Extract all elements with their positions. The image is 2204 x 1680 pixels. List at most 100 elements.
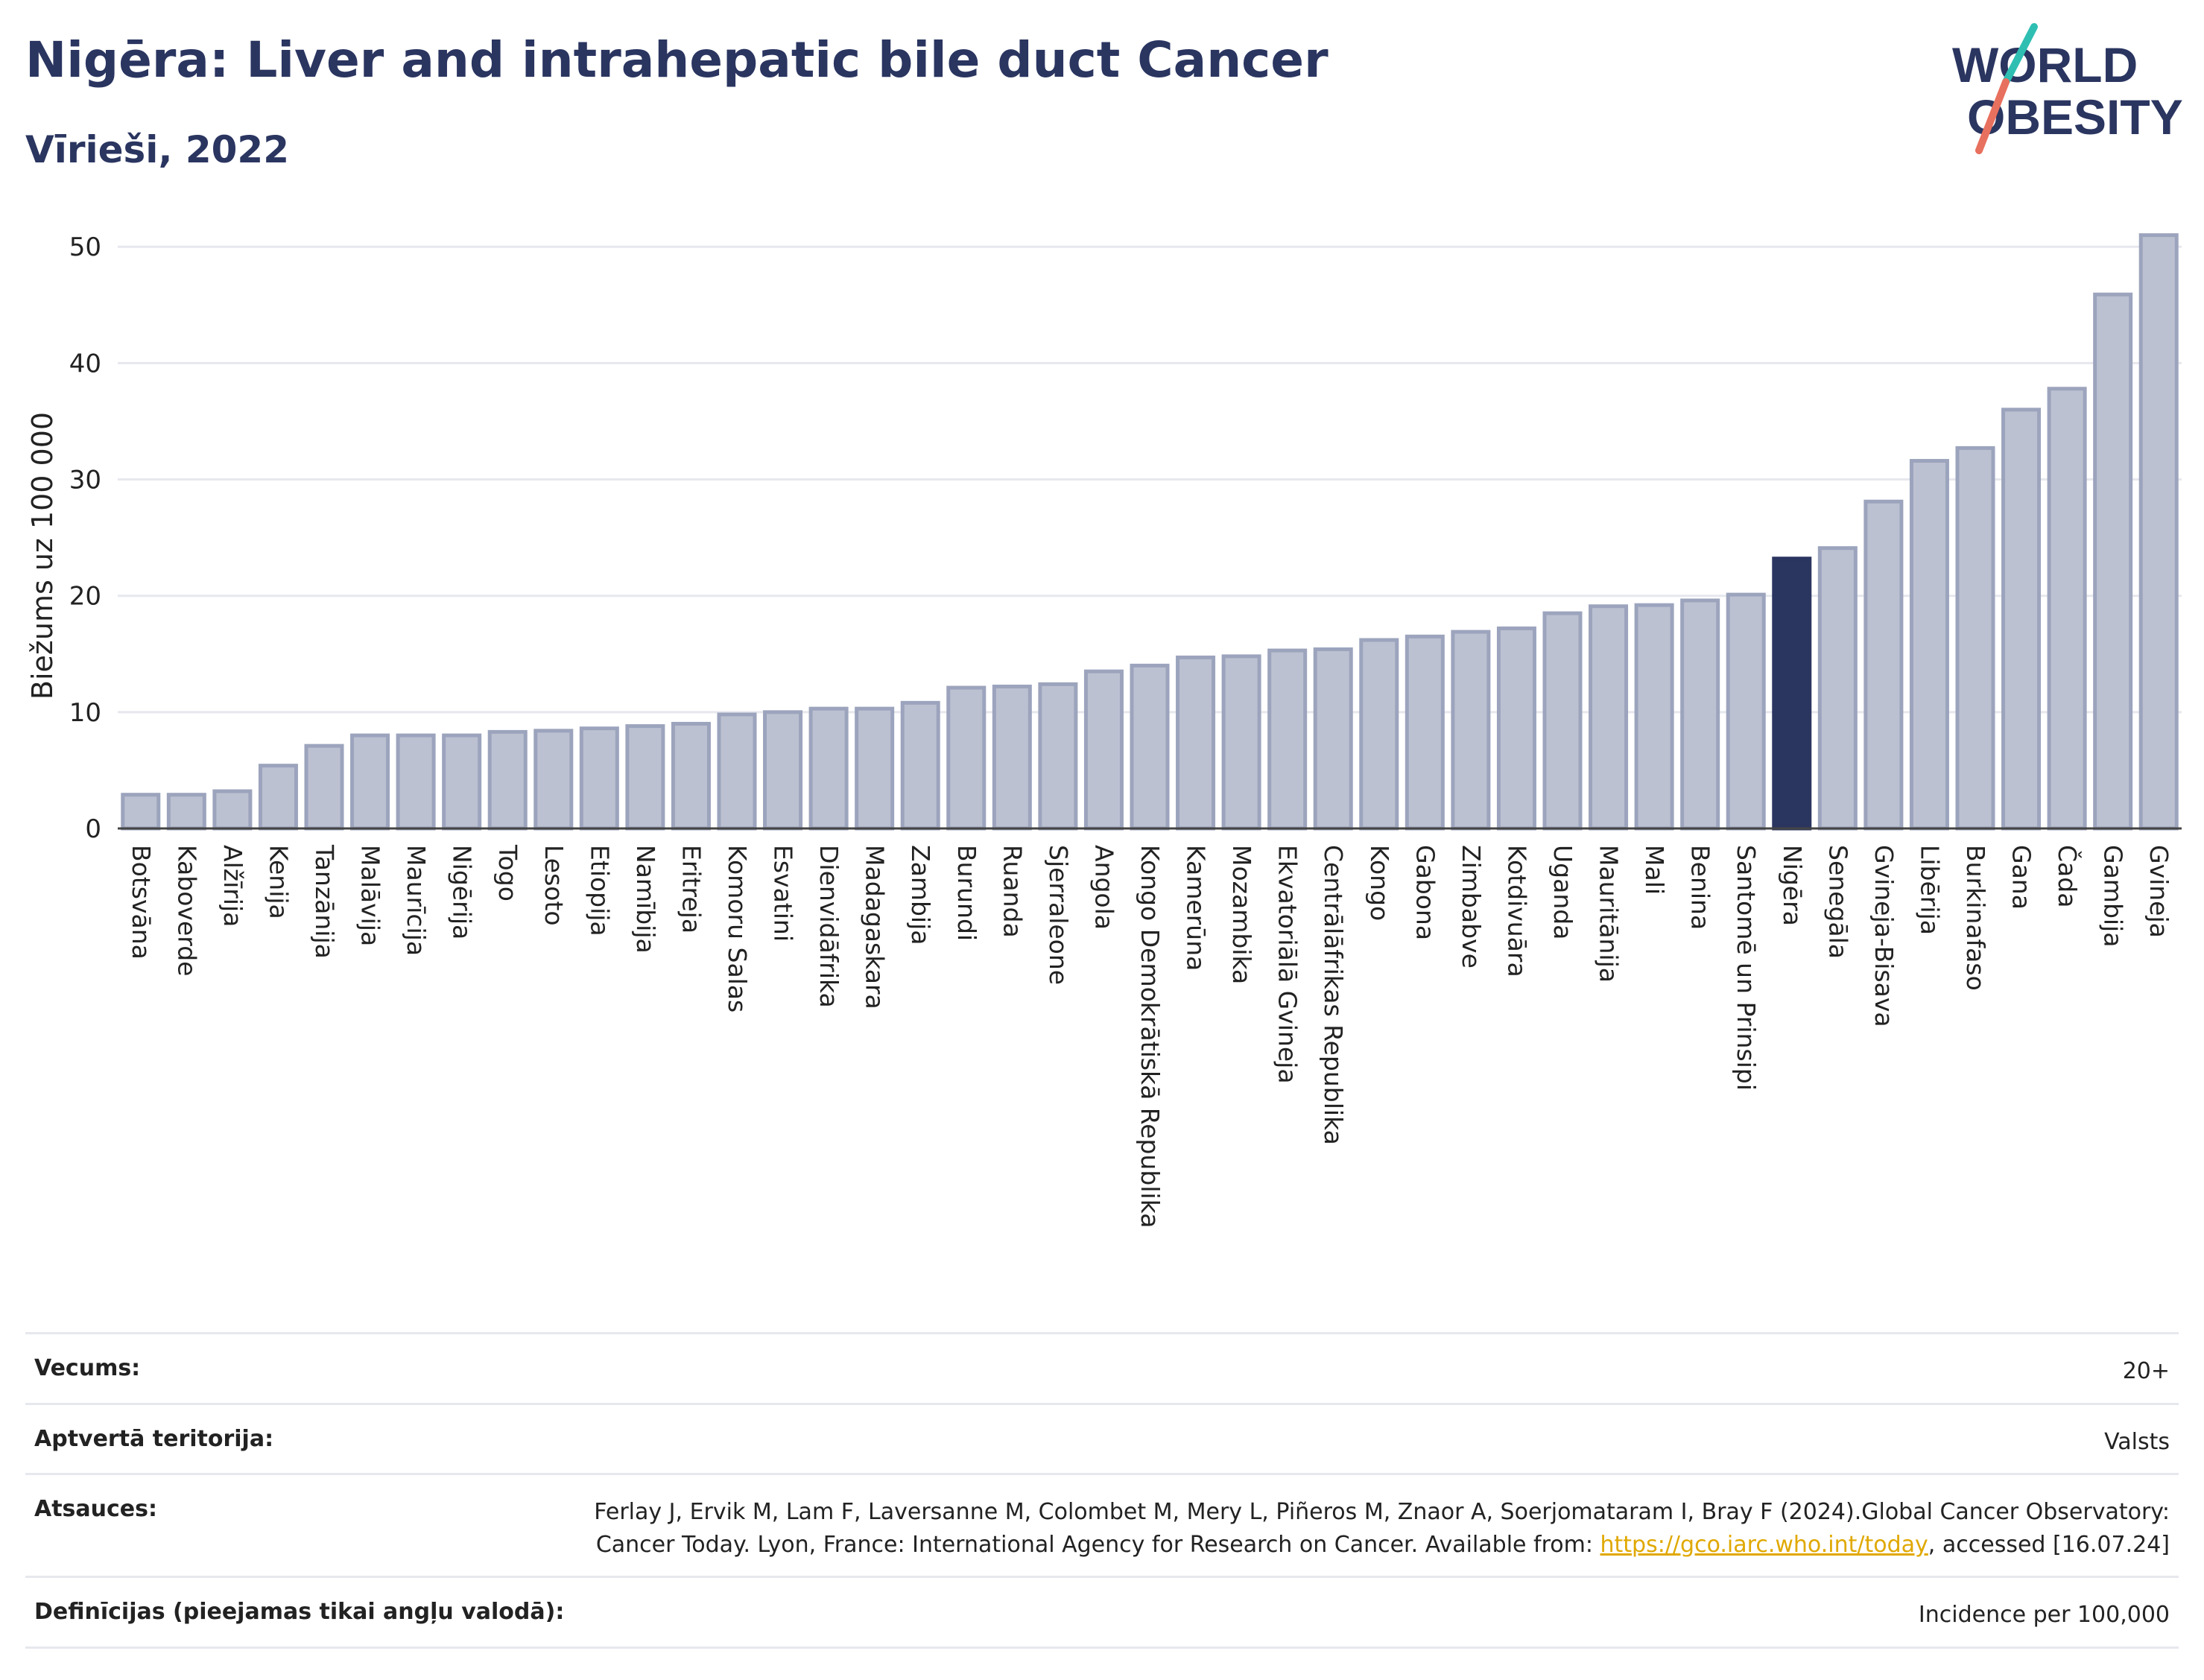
bar (2001, 408, 2042, 831)
bar-chart: 0 10 20 30 40 50 Biežums uz 100 000 Botsvāna Kab… (26, 232, 2182, 1228)
bar (900, 700, 940, 831)
x-tick-label: Mali (1640, 845, 1669, 895)
y-tick-label: 50 (69, 232, 101, 262)
bar (1909, 459, 1949, 831)
x-tick-label: Namībija (631, 845, 660, 954)
x-tick-label: Mozambika (1227, 845, 1256, 984)
x-tick-label: Mauritānija (1595, 845, 1624, 983)
meta-row-definitions: Definīcijas (pieejamas tikai angļu valod… (25, 1576, 2179, 1649)
bar (1863, 499, 1904, 831)
bar (487, 729, 528, 831)
y-axis-label: Biežums uz 100 000 (26, 412, 59, 700)
x-tick-label: Zambija (906, 845, 935, 945)
x-tick-label: Dienvidāfrika (814, 845, 843, 1008)
meta-label: Definīcijas (pieejamas tikai angļu valod… (34, 1599, 565, 1625)
reference-accessed: , accessed [16.07.24] (1928, 1531, 2170, 1558)
x-tick-label: Santomē un Prinsipi (1732, 845, 1761, 1091)
x-tick-label: Maurīcija (402, 845, 431, 956)
x-tick-label: Eritreja (677, 845, 706, 933)
bar (396, 733, 436, 831)
bar (533, 729, 574, 831)
x-tick-label: Malāvija (356, 845, 385, 946)
y-tick-label: 40 (69, 349, 101, 378)
bar (1130, 663, 1170, 831)
meta-label: Vecums: (34, 1355, 141, 1381)
x-tick-label: Kotdivuāra (1502, 845, 1531, 977)
bar (992, 684, 1032, 831)
meta-value: Ferlay J, Ervik M, Lam F, Laversanne M, … (531, 1496, 2170, 1561)
bar (1038, 682, 1078, 831)
x-tick-label: Nigēra (1778, 845, 1807, 926)
bar (1083, 669, 1124, 831)
bar (855, 706, 895, 831)
x-tick-label: Libērija (1915, 845, 1944, 935)
x-tick-label: Lesoto (539, 845, 569, 926)
x-tick-label: Gvineja-Bisava (1869, 845, 1899, 1027)
bar (212, 789, 253, 831)
bar (1221, 654, 1261, 831)
meta-label: Aptvertā teritorija: (34, 1425, 274, 1452)
x-tick-label: Gana (2007, 845, 2036, 910)
bar (1772, 557, 1812, 831)
logo-line-1: WORLD (1952, 37, 2138, 92)
bar (1589, 604, 1629, 831)
bar (2047, 387, 2087, 831)
bar (808, 706, 849, 831)
y-tick-label: 10 (69, 698, 101, 728)
x-tick-label: Gambija (2099, 845, 2128, 947)
bar (579, 726, 619, 831)
bar (166, 793, 206, 831)
reference-link[interactable]: https://gco.iarc.who.int/today (1600, 1531, 1928, 1558)
bar (442, 733, 482, 831)
bar (717, 712, 757, 831)
x-tick-label: Etiopija (585, 845, 614, 936)
bar (258, 764, 298, 831)
x-tick-label: Tanzānija (310, 844, 339, 959)
y-tick-label: 30 (69, 466, 101, 495)
x-tick-label: Sjerraleone (1044, 845, 1073, 985)
x-tick-label: Kongo (1365, 845, 1394, 921)
x-tick-label: Gabona (1410, 845, 1440, 940)
bar (2138, 233, 2179, 831)
bar (1451, 630, 1491, 831)
bar (1267, 648, 1308, 831)
bar (1359, 638, 1399, 831)
bar (1726, 592, 1766, 831)
y-tick-label: 20 (69, 582, 101, 612)
x-tick-label: Burundi (952, 845, 981, 941)
bar (121, 793, 161, 831)
chart-subtitle: Vīrieši, 2022 (25, 128, 290, 171)
bar (763, 710, 803, 831)
x-tick-label: Ruanda (998, 845, 1027, 938)
y-tick-label: 0 (85, 814, 101, 844)
x-tick-label: Esvatini (769, 845, 798, 942)
bar (625, 724, 665, 831)
bar (2093, 292, 2133, 831)
x-tick-label: Burkinafaso (1961, 845, 1990, 991)
x-tick-label: Nigērija (448, 845, 477, 939)
x-tick-label: Kenija (264, 845, 293, 919)
x-tick-label: Centrālāfrikas Republika (1319, 845, 1348, 1145)
meta-value: Incidence per 100,000 (1918, 1602, 2170, 1628)
x-tick-label: Togo (493, 844, 522, 901)
x-tick-label: Angola (1089, 845, 1118, 930)
bar (1313, 647, 1353, 831)
bar (1817, 546, 1858, 831)
meta-label: Atsauces: (34, 1496, 157, 1522)
x-tick-label: Gvineja (2144, 845, 2173, 938)
bar (1680, 598, 1720, 831)
bar (671, 721, 711, 831)
x-tick-label: Ekvatoriālā Gvineja (1273, 845, 1302, 1084)
bar (1176, 655, 1216, 831)
bar (350, 733, 390, 831)
metadata-table: Vecums: 20+ Aptvertā teritorija: Valsts … (25, 1332, 2179, 1649)
x-tick-label: Senegāla (1823, 845, 1852, 959)
x-tick-label: Zimbabve (1457, 845, 1486, 969)
bar (304, 744, 344, 831)
x-tick-label: Botsvāna (127, 845, 156, 960)
world-obesity-logo: WORLD OBESITY (1952, 23, 2183, 154)
x-tick-label: Benina (1686, 845, 1715, 930)
meta-value: 20+ (2122, 1358, 2170, 1384)
meta-row-coverage: Aptvertā teritorija: Valsts (25, 1402, 2179, 1474)
bar (1405, 634, 1445, 831)
